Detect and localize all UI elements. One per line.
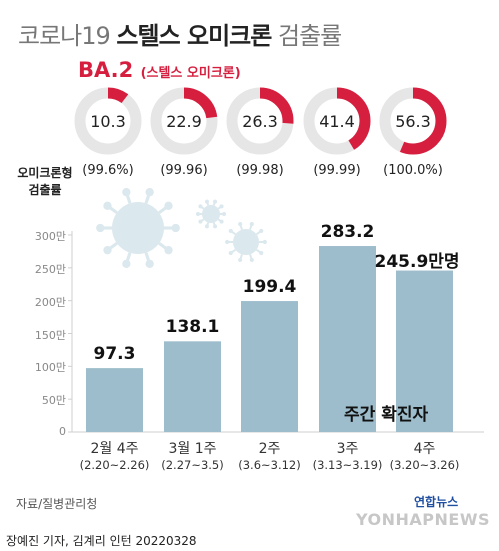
bar-value-label: 199.4 — [242, 277, 297, 298]
virus-spike-tip — [195, 212, 200, 216]
virus-spike-tip — [213, 199, 218, 204]
bar — [86, 368, 143, 432]
virus-spike-tip — [249, 257, 254, 263]
donut-value-label: 22.9 — [166, 112, 202, 131]
omicron-rate-label: 오미크론형 검출률 — [17, 166, 73, 197]
bar-value-label: 245.9만명 — [374, 251, 460, 272]
virus-spike-tip — [219, 219, 224, 224]
brand-logo-text: 연합뉴스 — [414, 495, 459, 509]
title-bold: 스텔스 오미크론 — [116, 22, 272, 50]
y-tick-label: 250만 — [34, 262, 66, 276]
virus-spike-tip — [103, 201, 112, 211]
virus-spike-tip — [259, 250, 264, 256]
omicron-rate-value: (99.96) — [160, 163, 208, 178]
y-tick-label: 150만 — [34, 328, 66, 342]
x-date-range-label: (2.27~3.5) — [161, 458, 224, 472]
donut-slice — [150, 87, 218, 155]
omicron-rate-value: (99.6%) — [82, 163, 134, 178]
virus-spike-tip — [222, 212, 227, 216]
virus-spike-tip — [213, 224, 218, 229]
virus-spike-tip — [238, 257, 243, 263]
virus-spike-tip — [204, 199, 209, 204]
donut-value-label: 26.3 — [242, 112, 278, 131]
virus-spike-tip — [96, 223, 105, 233]
source-note: 자료/질병관리청 — [16, 497, 98, 511]
x-date-range-label: (3.13~3.19) — [312, 458, 383, 472]
x-category-label: 3월 1주 — [168, 441, 217, 457]
ba2-heading: BA.2 (스텔스 오미크론) — [78, 58, 241, 82]
donut-value-label: 10.3 — [90, 112, 126, 131]
virus-spike-tip — [228, 250, 233, 256]
virus-spike-tip — [249, 221, 254, 227]
virus-spike-tip — [103, 245, 112, 255]
virus-spike-tip — [145, 187, 154, 197]
credit-line: 장예진 기자, 김계리 인턴 20220328 — [6, 534, 197, 548]
bar-value-label: 97.3 — [93, 344, 136, 365]
bar-value-label: 283.2 — [320, 222, 375, 243]
virus-spike-tip — [204, 224, 209, 229]
donut-slice — [226, 87, 294, 155]
virus-body — [112, 202, 164, 254]
series-legend-label: 주간 확진자 — [344, 405, 429, 425]
virus-spike-tip — [164, 201, 173, 211]
donut-slice — [303, 87, 371, 155]
virus-body — [233, 229, 259, 255]
omicron-rate-value: (99.98) — [236, 163, 284, 178]
title-suffix: 검출률 — [277, 22, 342, 50]
x-date-range-label: (3.20~3.26) — [389, 458, 460, 472]
donut-slice — [74, 87, 142, 155]
omicron-rate-value: (99.99) — [313, 163, 361, 178]
virus-illustration-small — [195, 199, 227, 229]
x-category-label: 4주 — [413, 441, 436, 457]
virus-spike-tip — [164, 245, 173, 255]
virus-spike-tip — [262, 239, 267, 245]
bar — [241, 301, 298, 432]
virus-spike-tip — [198, 204, 203, 209]
donut-slice — [379, 87, 447, 155]
virus-spike-tip — [228, 228, 233, 234]
virus-spike-tip — [145, 259, 154, 269]
virus-spike-tip — [171, 223, 180, 233]
virus-spike-tip — [238, 221, 243, 227]
x-category-label: 3주 — [336, 441, 359, 457]
virus-spike-tip — [122, 187, 131, 197]
bar — [319, 246, 376, 432]
bar-value-label: 138.1 — [165, 317, 220, 338]
donut-value-label: 41.4 — [319, 112, 355, 131]
virus-spike-tip — [225, 239, 230, 245]
virus-spike-tip — [259, 228, 264, 234]
virus-spike-tip — [198, 219, 203, 224]
omicron-rate-value: (100.0%) — [383, 163, 443, 178]
virus-illustration-medium — [225, 221, 267, 263]
x-date-range-label: (3.6~3.12) — [238, 458, 301, 472]
ba2-sublabel: (스텔스 오미크론) — [140, 66, 241, 81]
y-tick-label: 50만 — [41, 394, 66, 408]
x-category-label: 2월 4주 — [90, 441, 139, 457]
y-tick-label: 100만 — [34, 361, 66, 375]
virus-spike-tip — [122, 259, 131, 269]
y-tick-label: 200만 — [34, 295, 66, 309]
x-date-range-label: (2.20~2.26) — [79, 458, 150, 472]
y-tick-label: 300만 — [34, 230, 66, 243]
ba2-label: BA.2 — [78, 58, 134, 82]
virus-body — [202, 205, 220, 223]
bar — [164, 341, 221, 432]
virus-illustration-large — [96, 187, 180, 269]
watermark: YONHAPNEWS — [356, 510, 490, 529]
x-category-label: 2주 — [258, 441, 281, 457]
page-title: 코로나19 스텔스 오미크론 검출률 — [18, 16, 342, 51]
virus-spike-tip — [219, 204, 224, 209]
y-tick-label: 0 — [59, 425, 66, 438]
donut-value-label: 56.3 — [395, 112, 431, 131]
title-normal: 코로나19 — [18, 22, 111, 50]
bar — [396, 270, 453, 432]
